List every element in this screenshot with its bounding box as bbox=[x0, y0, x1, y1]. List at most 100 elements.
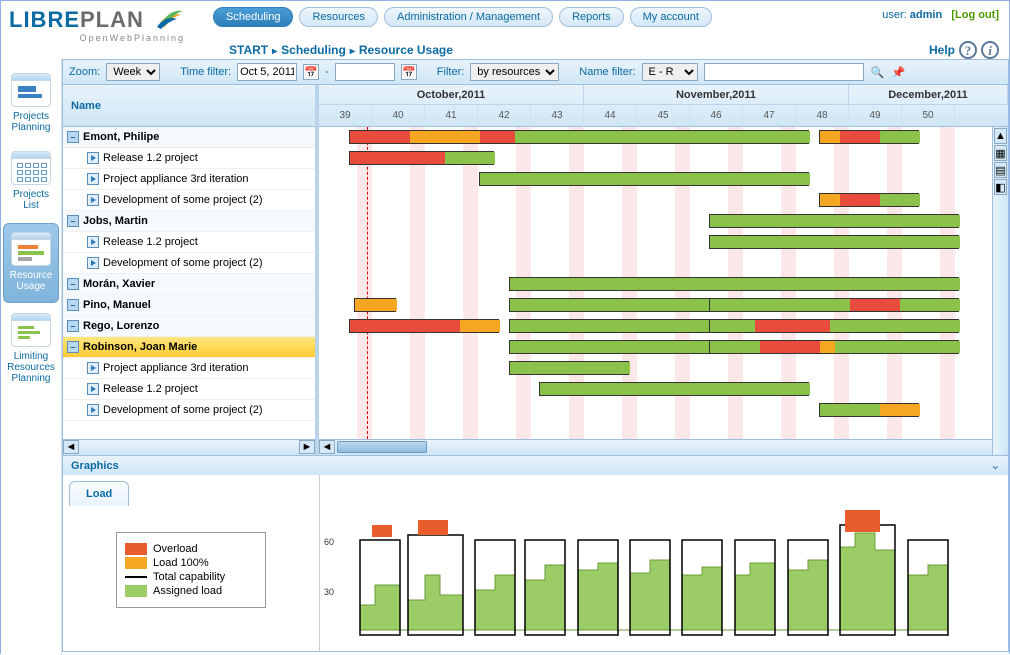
chart-scroll-opt2-icon[interactable]: ▤ bbox=[994, 162, 1007, 178]
calendar-from-icon[interactable]: 📅 bbox=[303, 64, 319, 80]
collapse-icon[interactable]: – bbox=[67, 131, 79, 143]
load-tab[interactable]: Load bbox=[69, 481, 129, 506]
chart-scrollbar-v[interactable]: ▲ ▦ ▤ ◧ bbox=[992, 127, 1008, 455]
gantt-bar[interactable] bbox=[509, 361, 629, 375]
zoom-select[interactable]: Week bbox=[106, 63, 160, 81]
sidebar-item-limiting-resources-planning[interactable]: Limiting Resources Planning bbox=[1, 305, 61, 394]
name-scrollbar-h[interactable]: ◄ ► bbox=[63, 439, 315, 455]
name-filter-select[interactable]: E - R bbox=[642, 63, 698, 81]
gantt-bar[interactable] bbox=[349, 319, 499, 333]
chart-scrollbar-h[interactable]: ◄ ► bbox=[319, 439, 1008, 455]
task-icon[interactable] bbox=[87, 362, 99, 374]
sidebar-item-projects-list[interactable]: Projects List bbox=[1, 143, 61, 221]
chart-scroll-opt3-icon[interactable]: ◧ bbox=[994, 179, 1007, 195]
task-icon[interactable] bbox=[87, 236, 99, 248]
graphics-collapse-icon[interactable]: ⌄ bbox=[991, 459, 1000, 472]
gantt-row bbox=[319, 232, 1008, 253]
tab-scheduling[interactable]: Scheduling bbox=[213, 7, 293, 27]
gantt-bar[interactable] bbox=[349, 130, 809, 144]
breadcrumb-item[interactable]: Scheduling bbox=[281, 43, 346, 57]
gantt-bar[interactable] bbox=[539, 382, 809, 396]
task-row[interactable]: Release 1.2 project bbox=[63, 148, 315, 169]
task-row[interactable]: Project appliance 3rd iteration bbox=[63, 169, 315, 190]
logo-text-1: LIBRE bbox=[9, 7, 80, 32]
gantt-area: Name –Emont, PhilipeRelease 1.2 projectP… bbox=[62, 85, 1009, 455]
sidebar-item-projects-planning[interactable]: Projects Planning bbox=[1, 65, 61, 143]
help-label[interactable]: Help bbox=[929, 43, 955, 57]
chart-column: October,2011November,2011December,2011 3… bbox=[319, 85, 1008, 455]
task-row[interactable]: Development of some project (2) bbox=[63, 253, 315, 274]
breadcrumb-item[interactable]: Resource Usage bbox=[359, 43, 453, 57]
help-question-icon[interactable]: ? bbox=[959, 41, 977, 59]
bar-segment bbox=[710, 299, 850, 311]
gantt-bar[interactable] bbox=[819, 403, 919, 417]
task-row[interactable]: Development of some project (2) bbox=[63, 190, 315, 211]
week-cell: 43 bbox=[531, 105, 584, 127]
calendar-to-icon[interactable]: 📅 bbox=[401, 64, 417, 80]
chart-scroll-up-icon[interactable]: ▲ bbox=[994, 128, 1007, 144]
task-icon[interactable] bbox=[87, 152, 99, 164]
scroll-right-icon[interactable]: ► bbox=[299, 440, 315, 454]
filter-label: Filter: bbox=[437, 66, 465, 78]
bar-segment bbox=[410, 131, 480, 143]
tab-my-account[interactable]: My account bbox=[630, 7, 712, 27]
gantt-bar[interactable] bbox=[709, 214, 959, 228]
task-icon[interactable] bbox=[87, 404, 99, 416]
gantt-bar[interactable] bbox=[349, 151, 494, 165]
resource-row[interactable]: –Morán, Xavier bbox=[63, 274, 315, 295]
collapse-icon[interactable]: – bbox=[67, 278, 79, 290]
collapse-icon[interactable]: – bbox=[67, 320, 79, 332]
name-filter-input[interactable] bbox=[704, 63, 864, 81]
resource-row[interactable]: –Rego, Lorenzo bbox=[63, 316, 315, 337]
logout-link[interactable]: [Log out] bbox=[951, 9, 999, 21]
collapse-icon[interactable]: – bbox=[67, 215, 79, 227]
gantt-body[interactable] bbox=[319, 127, 1008, 439]
scroll-left-icon[interactable]: ◄ bbox=[63, 440, 79, 454]
collapse-icon[interactable]: – bbox=[67, 299, 79, 311]
task-icon[interactable] bbox=[87, 173, 99, 185]
task-row[interactable]: Development of some project (2) bbox=[63, 400, 315, 421]
filter-select[interactable]: by resources bbox=[470, 63, 559, 81]
gantt-bar[interactable] bbox=[709, 340, 959, 354]
gantt-bar[interactable] bbox=[709, 235, 959, 249]
task-icon[interactable] bbox=[87, 257, 99, 269]
row-label: Release 1.2 project bbox=[103, 383, 198, 395]
chart-scroll-opt1-icon[interactable]: ▦ bbox=[994, 145, 1007, 161]
task-row[interactable]: Release 1.2 project bbox=[63, 379, 315, 400]
time-filter-to[interactable] bbox=[335, 63, 395, 81]
sidebar-item-resource-usage[interactable]: Resource Usage bbox=[3, 223, 59, 303]
gantt-bar[interactable] bbox=[509, 319, 709, 333]
task-row[interactable]: Release 1.2 project bbox=[63, 232, 315, 253]
tab-administration-management[interactable]: Administration / Management bbox=[384, 7, 553, 27]
gantt-bar[interactable] bbox=[709, 298, 959, 312]
gantt-bar[interactable] bbox=[819, 130, 919, 144]
gantt-bar[interactable] bbox=[709, 319, 959, 333]
help-info-icon[interactable]: i bbox=[981, 41, 999, 59]
chart-scroll-left-icon[interactable]: ◄ bbox=[319, 440, 335, 454]
resource-row[interactable]: –Robinson, Joan Marie bbox=[63, 337, 315, 358]
row-label: Development of some project (2) bbox=[103, 257, 263, 269]
gantt-bar[interactable] bbox=[819, 193, 919, 207]
resource-row[interactable]: –Jobs, Martin bbox=[63, 211, 315, 232]
resource-row[interactable]: –Emont, Philipe bbox=[63, 127, 315, 148]
row-label: Emont, Philipe bbox=[83, 131, 159, 143]
time-filter-from[interactable] bbox=[237, 63, 297, 81]
tab-reports[interactable]: Reports bbox=[559, 7, 624, 27]
logo-text-2: PLAN bbox=[80, 7, 144, 32]
gantt-bar[interactable] bbox=[509, 298, 709, 312]
resource-row[interactable]: –Pino, Manuel bbox=[63, 295, 315, 316]
gantt-bar[interactable] bbox=[479, 172, 809, 186]
gantt-bar[interactable] bbox=[509, 340, 709, 354]
search-icon[interactable]: 🔍 bbox=[870, 64, 886, 80]
gantt-bar[interactable] bbox=[509, 277, 959, 291]
chart-scroll-thumb[interactable] bbox=[337, 441, 427, 453]
tab-resources[interactable]: Resources bbox=[299, 7, 378, 27]
task-icon[interactable] bbox=[87, 383, 99, 395]
task-icon[interactable] bbox=[87, 194, 99, 206]
collapse-icon[interactable]: – bbox=[67, 341, 79, 353]
gantt-bar[interactable] bbox=[354, 298, 396, 312]
sidebar-label: Projects List bbox=[5, 189, 57, 211]
filter-pin-icon[interactable]: 📌 bbox=[892, 66, 906, 79]
breadcrumb-item[interactable]: START bbox=[229, 43, 268, 57]
task-row[interactable]: Project appliance 3rd iteration bbox=[63, 358, 315, 379]
